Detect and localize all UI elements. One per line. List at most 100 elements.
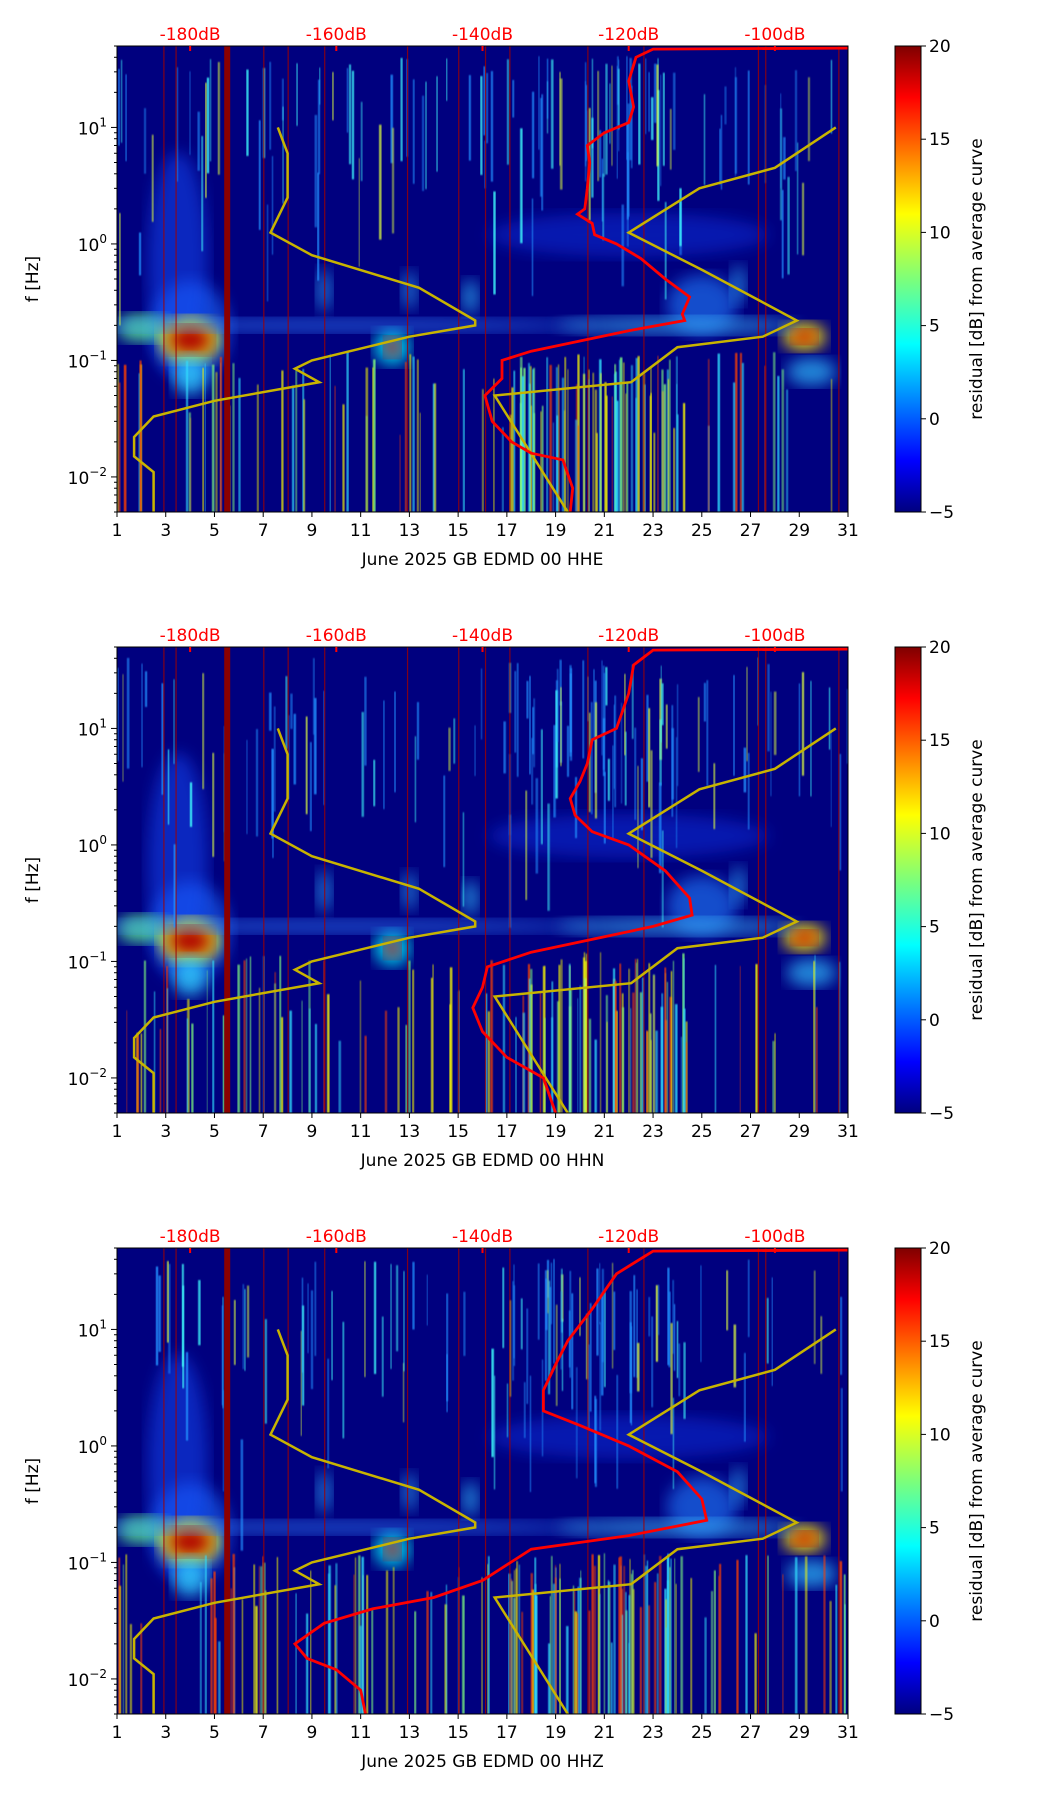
heatmap-streak <box>739 352 742 512</box>
heatmap-streak <box>529 384 531 512</box>
heatmap-streak <box>582 660 585 759</box>
colorbar-tick-label: 20 <box>929 37 951 57</box>
heatmap-streak <box>364 676 367 766</box>
heatmap-streak <box>553 1259 555 1364</box>
noise-model-low-line <box>132 727 477 1113</box>
heatmap-streak <box>417 702 419 760</box>
heatmap-streak <box>432 383 435 512</box>
heatmap-streak <box>533 367 536 512</box>
heatmap-blob <box>488 1414 769 1459</box>
heatmap-streak <box>670 1558 672 1714</box>
x-tick-label: 13 <box>399 1122 421 1142</box>
x-axis-label: June 2025 GB EDMD 00 HHZ <box>360 1752 604 1772</box>
heatmap-streak <box>419 412 421 512</box>
heatmap-streak <box>444 1604 448 1714</box>
heatmap-streak <box>359 1625 362 1714</box>
y-tick-label: 10−1 <box>68 348 107 372</box>
heatmap-streak <box>206 77 210 174</box>
heatmap-streak <box>482 389 484 512</box>
y-tick-exp: 0 <box>99 833 107 847</box>
heatmap-streak <box>143 960 146 1113</box>
y-axis-label: f [Hz] <box>23 857 43 903</box>
heatmap-streak <box>664 1588 667 1714</box>
heatmap-streak <box>714 1570 716 1714</box>
y-tick-exp: −1 <box>89 348 107 362</box>
heatmap-streak <box>611 65 613 166</box>
heatmap-streak <box>638 63 641 165</box>
heatmap-streak <box>221 1305 223 1406</box>
heatmap-streak <box>126 657 130 769</box>
heatmap-streak <box>408 960 411 1113</box>
heatmap-streak <box>633 1275 636 1378</box>
heatmap-streak <box>334 385 336 512</box>
y-tick-base: 10 <box>68 953 90 973</box>
heatmap-streak <box>540 411 542 512</box>
top-tick-label: -120dB <box>598 626 659 646</box>
heatmap-streak <box>828 687 831 750</box>
heatmap-streak <box>634 727 637 820</box>
heatmap-streak <box>295 370 297 512</box>
heatmap-streak <box>621 1614 624 1714</box>
heatmap-streak <box>318 79 321 175</box>
x-tick-label: 21 <box>594 1723 616 1743</box>
heatmap-streak <box>619 1556 622 1714</box>
heatmap-streak <box>338 1040 342 1113</box>
heatmap-streak <box>676 384 678 512</box>
heatmap-streak <box>176 67 178 182</box>
heatmap-streak <box>551 59 554 169</box>
heatmap-blob <box>117 919 597 934</box>
heatmap-streak <box>549 364 552 512</box>
heatmap-streak <box>403 1271 405 1372</box>
heatmap-streak <box>255 1605 258 1714</box>
heatmap-streak <box>385 1570 389 1714</box>
heatmap-blob <box>462 279 479 316</box>
heatmap-streak <box>490 960 493 1113</box>
heatmap-streak <box>617 68 620 130</box>
heatmap-streak <box>628 1642 630 1714</box>
x-tick-label: 15 <box>447 1723 469 1743</box>
heatmap-streak <box>663 384 666 512</box>
heatmap-streak <box>747 1259 750 1338</box>
gap-line <box>765 1248 767 1714</box>
x-tick-label: 7 <box>258 1122 269 1142</box>
gap-line <box>287 1248 289 1714</box>
heatmap-streak <box>349 64 352 165</box>
heatmap-streak <box>542 966 545 1113</box>
heatmap-streak <box>619 357 623 512</box>
heatmap-streak <box>241 1599 243 1714</box>
heatmap-streak <box>642 977 645 1113</box>
heatmap-streak <box>636 962 638 1113</box>
heatmap-streak <box>594 1395 597 1484</box>
heatmap-streak <box>669 1567 671 1714</box>
y-tick-exp: 1 <box>99 716 107 730</box>
colorbar-tick-label: 10 <box>929 223 951 243</box>
heatmap-blob <box>147 151 208 372</box>
heatmap-streak <box>673 1304 676 1371</box>
gap-line <box>838 647 840 1113</box>
heatmap-streak <box>552 422 554 512</box>
heatmap-streak <box>774 1033 776 1113</box>
heatmap-streak <box>632 992 635 1113</box>
heatmap-streak <box>713 763 716 830</box>
heatmap-streak <box>677 684 679 787</box>
heatmap-streak <box>331 1291 333 1381</box>
heatmap-streak <box>125 1554 128 1714</box>
heatmap-streak <box>422 95 425 191</box>
heatmap-streak <box>736 1559 739 1714</box>
heatmap-streak <box>314 114 318 228</box>
heatmap-streak <box>618 1557 621 1714</box>
colorbar-label: residual [dB] from average curve <box>967 138 987 419</box>
y-tick-base: 10 <box>78 236 100 256</box>
heatmap-streak <box>167 1261 169 1343</box>
heatmap-streak <box>358 1555 361 1714</box>
heatmap-streak <box>621 702 623 804</box>
heatmap-streak <box>717 353 720 512</box>
gap-line <box>643 1248 645 1714</box>
heatmap-streak <box>258 120 261 230</box>
heatmap-streak <box>412 356 415 512</box>
heatmap-streak <box>797 142 799 255</box>
heatmap-streak <box>654 63 657 123</box>
heatmap-streak <box>483 66 486 136</box>
heatmap-streak <box>520 128 523 244</box>
heatmap-streak <box>129 1624 132 1714</box>
